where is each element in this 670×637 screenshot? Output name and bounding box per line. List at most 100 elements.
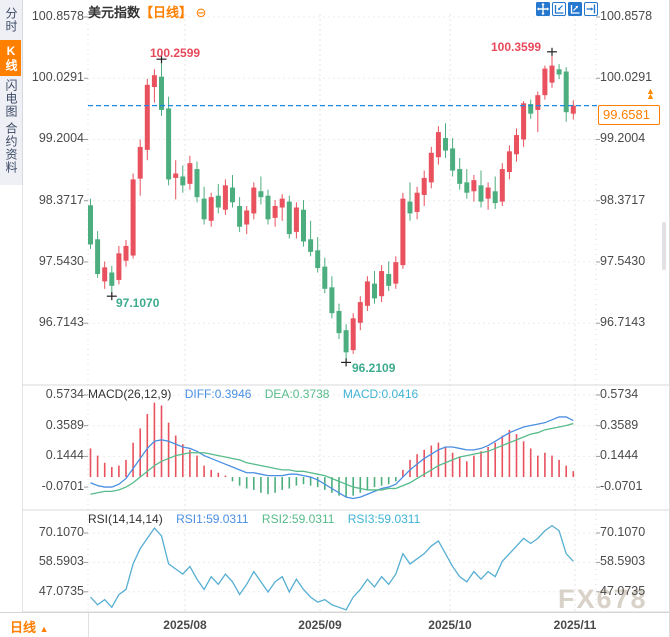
candle-body bbox=[528, 104, 534, 114]
rsi-y-axis-label: 58.5903 bbox=[38, 554, 84, 569]
sidebar-item-contract-info[interactable]: 合约资料 bbox=[4, 122, 18, 174]
chart-toolbar bbox=[536, 2, 598, 16]
candle-body bbox=[258, 191, 264, 198]
candle-body bbox=[88, 205, 93, 245]
candle-body bbox=[123, 245, 129, 261]
sidebar-item-lightning-chart[interactable]: 闪电图 bbox=[4, 78, 18, 118]
candle-body bbox=[372, 283, 377, 299]
rsi-label: RSI(14,14,14) bbox=[88, 512, 163, 526]
candle-body bbox=[521, 103, 527, 140]
candle-body bbox=[144, 84, 150, 150]
rsi-line bbox=[90, 524, 574, 611]
rsi-y-axis-label: 47.0735 bbox=[38, 583, 84, 598]
current-price-box: 99.6581 bbox=[598, 105, 660, 125]
candle-body bbox=[244, 210, 250, 225]
collapse-icon[interactable]: ⊖ bbox=[195, 5, 207, 20]
candle-body bbox=[506, 151, 512, 173]
candle-body bbox=[357, 302, 363, 323]
candle-body bbox=[265, 195, 271, 220]
candle-body bbox=[159, 76, 164, 110]
macd-y-axis-label: -0.0701 bbox=[41, 479, 84, 494]
candle-body bbox=[293, 207, 299, 232]
rsi3-readout: RSI3:59.0311 bbox=[347, 512, 421, 526]
candle-body bbox=[279, 198, 285, 208]
candle-body bbox=[222, 185, 228, 210]
candle-body bbox=[443, 138, 448, 151]
macd-y-axis-label: -0.0701 bbox=[600, 479, 643, 494]
rsi-y-axis-label: 58.5903 bbox=[600, 554, 646, 569]
candle-body bbox=[215, 195, 221, 208]
x-axis-label: 2025/10 bbox=[428, 618, 472, 632]
annotation-low-2: 96.2109 bbox=[352, 361, 396, 375]
vertical-scrollbar[interactable] bbox=[662, 222, 666, 270]
main-y-axis-label: 97.5430 bbox=[38, 253, 84, 268]
period-selector[interactable]: 日线 ▲ bbox=[10, 617, 49, 636]
period-selector-label: 日线 bbox=[10, 620, 37, 635]
rsi1-readout: RSI1:59.0311 bbox=[176, 512, 249, 526]
macd-diff-line bbox=[90, 416, 574, 500]
rsi-y-axis-label: 47.0735 bbox=[600, 583, 646, 598]
candle-body bbox=[535, 95, 541, 110]
macd-diff-readout: DIFF:0.3946 bbox=[184, 387, 252, 401]
candle-body bbox=[272, 206, 278, 218]
candle-body bbox=[471, 180, 477, 192]
main-y-axis-label: 100.8578 bbox=[31, 9, 84, 23]
macd-y-axis-label: 0.5734 bbox=[45, 387, 84, 401]
candle-body bbox=[315, 250, 321, 269]
macd-dea-line bbox=[90, 422, 574, 495]
macd-y-axis-label: 0.1444 bbox=[45, 448, 84, 463]
candle-body bbox=[563, 71, 569, 113]
candle-body bbox=[286, 201, 292, 235]
macd-label: MACD(26,12,9) bbox=[88, 387, 172, 401]
main-y-axis-label: 98.3717 bbox=[600, 192, 646, 207]
candle-body bbox=[343, 330, 349, 353]
candle-body bbox=[166, 108, 172, 180]
jump-to-latest-icon[interactable] bbox=[584, 2, 598, 16]
price-up-arrow-icon: ▲ ▲ bbox=[646, 86, 655, 101]
expand-time-icon[interactable] bbox=[568, 2, 582, 16]
candle-body bbox=[137, 146, 143, 179]
candle-body bbox=[187, 163, 193, 184]
period-tag: 【日线】 bbox=[140, 5, 193, 20]
chart-title: 美元指数【日线】 ⊖ bbox=[88, 2, 207, 21]
candle-body bbox=[329, 287, 335, 314]
candle-body bbox=[386, 274, 392, 286]
candle-body bbox=[173, 173, 179, 178]
sidebar-item-kline-chart[interactable]: K线图 bbox=[0, 40, 21, 76]
candle-body bbox=[194, 169, 200, 198]
candle-body bbox=[570, 105, 576, 114]
main-y-axis-label: 100.0291 bbox=[31, 70, 84, 85]
main-y-axis-label: 98.3717 bbox=[38, 192, 84, 207]
rsi-y-axis-label: 70.1070 bbox=[38, 525, 84, 539]
move-crosshair-icon[interactable] bbox=[536, 2, 550, 16]
macd-macd-readout: MACD:0.0416 bbox=[342, 387, 419, 401]
annotation-high-1: 100.2599 bbox=[150, 46, 201, 60]
main-y-axis-label: 97.5430 bbox=[600, 253, 646, 268]
candle-body bbox=[301, 209, 306, 242]
candle-body bbox=[102, 267, 108, 282]
candle-body bbox=[499, 169, 505, 202]
main-y-axis-label: 100.8578 bbox=[600, 9, 653, 23]
candle-body bbox=[556, 69, 562, 75]
candle-body bbox=[414, 192, 420, 212]
candle-body bbox=[450, 148, 456, 171]
bottom-axis-bar bbox=[0, 612, 669, 637]
candle-body bbox=[485, 187, 491, 199]
macd-y-axis-label: 0.3589 bbox=[45, 417, 84, 432]
macd-y-axis-label: 0.3589 bbox=[600, 417, 639, 432]
x-axis-label: 2025/11 bbox=[553, 618, 597, 632]
candle-body bbox=[230, 187, 235, 203]
candle-body bbox=[549, 65, 555, 83]
candle-body bbox=[379, 271, 385, 297]
candle-body bbox=[464, 182, 470, 193]
candle-body bbox=[109, 272, 115, 286]
macd-pane-header: MACD(26,12,9) DIFF:0.3946 DEA:0.3738 MAC… bbox=[88, 387, 428, 401]
bottom-bar-separator bbox=[88, 613, 89, 637]
compress-time-icon[interactable] bbox=[552, 2, 566, 16]
candle-body bbox=[435, 132, 441, 158]
sidebar-item-time-chart[interactable]: 分时图 bbox=[4, 7, 18, 33]
candle-body bbox=[180, 176, 186, 186]
candle-body bbox=[95, 239, 101, 275]
